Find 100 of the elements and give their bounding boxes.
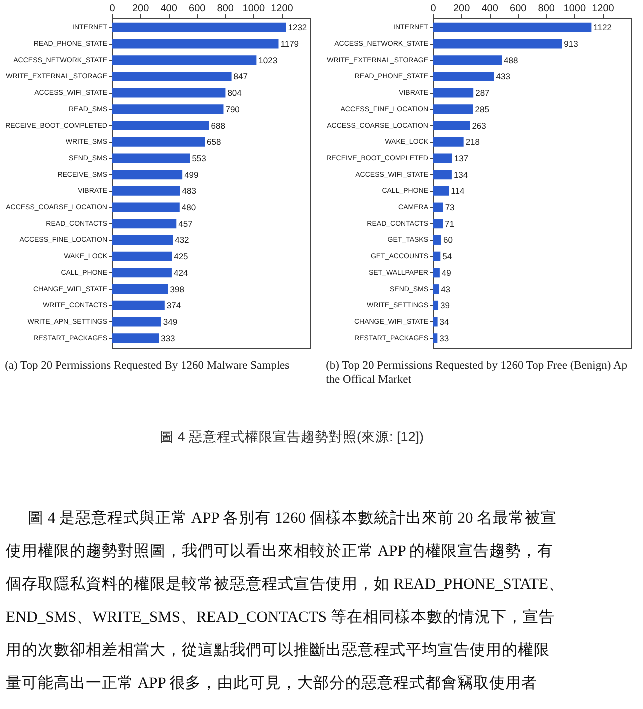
data-label: 263 [472,120,487,131]
bar [112,22,286,32]
bar [112,317,162,327]
text: 個存取隱私資料的權限是較常被惡意程式宣告使用，如 READ_PHONE_STATE、 [6,575,564,593]
data-label: 553 [192,153,207,164]
x-tick-label: 800 [538,4,556,14]
data-label: 658 [207,137,222,148]
data-label: 71 [445,218,455,229]
data-label: 349 [163,317,178,327]
data-label: 60 [443,235,454,246]
bar [112,72,232,82]
bar [112,284,168,294]
bar [112,186,180,196]
data-label: 913 [564,39,579,49]
data-label: 1232 [288,22,308,33]
bar [433,268,440,278]
bar [112,252,172,262]
bar [433,219,444,229]
text: END_SMS、WRITE_SMS、READ_CONTACTS 等在相同樣本數的情況下，宣告 [6,608,555,626]
data-label: 218 [466,137,480,148]
bar [112,235,174,245]
data-label: 39 [440,300,450,311]
bar [112,154,190,164]
data-label: 499 [184,170,200,180]
bar [433,22,592,32]
bar [433,284,440,294]
data-label: 424 [174,268,188,278]
data-label: 285 [475,104,490,114]
x-tick-label: 0 [110,4,116,14]
bar [433,154,452,164]
x-tick-label: 0 [430,4,437,14]
data-label: 480 [182,202,196,213]
bar [433,334,438,344]
data-label: 804 [228,88,242,98]
data-label: 333 [161,333,176,344]
bar [433,252,441,262]
bar [112,219,177,229]
bar [112,121,210,131]
data-label: 1023 [258,55,278,66]
data-label: 483 [182,186,197,196]
bar [433,56,502,66]
x-tick-label: 1000 [564,4,586,14]
bar [433,72,494,82]
data-label: 287 [476,88,490,98]
bar [112,137,206,147]
data-label: 1122 [594,22,612,33]
data-label: 134 [454,170,468,180]
bar [112,334,160,344]
x-tick-label: 600 [189,4,206,14]
data-label: 688 [211,120,226,131]
data-label: 54 [442,252,452,262]
bar [433,137,464,147]
bar [112,56,257,66]
data-label: 398 [170,284,185,294]
x-tick-label: 200 [132,4,150,14]
bar [433,300,439,310]
data-label: 790 [226,104,240,114]
data-label: 43 [441,284,451,294]
bar [112,170,183,180]
bar [112,88,226,98]
x-tick-label: 1000 [242,4,266,14]
x-tick-label: 1200 [271,4,294,14]
bar [112,202,180,212]
text: 用的次數卻相差相當大，從這點我們可以推斷出惡意程式平均宣告使用的權限 [6,641,550,659]
bar [112,300,165,310]
text: 量可能高出一正常 APP 很多，由此可見，大部分的惡意程式都會竊取使用者 [6,674,538,692]
x-tick-label: 1200 [592,4,615,14]
text: 使用權限的趨勢對照圖，我們可以看出來相較於正常 APP 的權限宣告趨勢，有 [6,542,554,560]
data-label: 425 [174,252,189,262]
x-tick-label: 800 [217,4,234,14]
bar [112,268,172,278]
bar [433,104,474,114]
bar [112,39,279,49]
data-label: 33 [440,333,450,344]
text: 圖 4 惡意程式權限宣告趨勢對照(來源: [12]) [160,430,424,444]
data-label: 374 [166,300,182,311]
bar [433,39,562,49]
data-label: 433 [496,72,511,82]
data-label: 457 [178,218,194,229]
x-tick-label: 400 [160,4,178,14]
caption: 圖 4 是惡意程式與正常 APP 各別有 1260 個樣本數統計出來前 20 名最常被宣 [28,509,558,527]
text: (a) Top 20 Permissions Requested By 1260 Malware Samples [5,360,290,372]
bar [433,317,438,327]
bar [433,170,452,180]
x-tick-label: 600 [510,4,528,14]
x-tick-label: 400 [482,4,499,14]
bar [433,88,474,98]
bar [433,186,450,196]
data-label: 114 [451,186,465,196]
x-tick-label: 200 [453,4,471,14]
bar [433,202,444,212]
bar [433,235,442,245]
data-label: 73 [445,202,456,213]
data-label: 847 [234,72,248,82]
data-label: 137 [454,153,469,164]
text: (b) Top 20 Permissions Requested by 1260 Top Free (Benign) Ap the Offical Market [326,360,628,386]
data-label: 34 [440,317,450,327]
bar [112,104,224,114]
data-label: 488 [504,55,518,66]
data-label: 1179 [280,39,300,49]
